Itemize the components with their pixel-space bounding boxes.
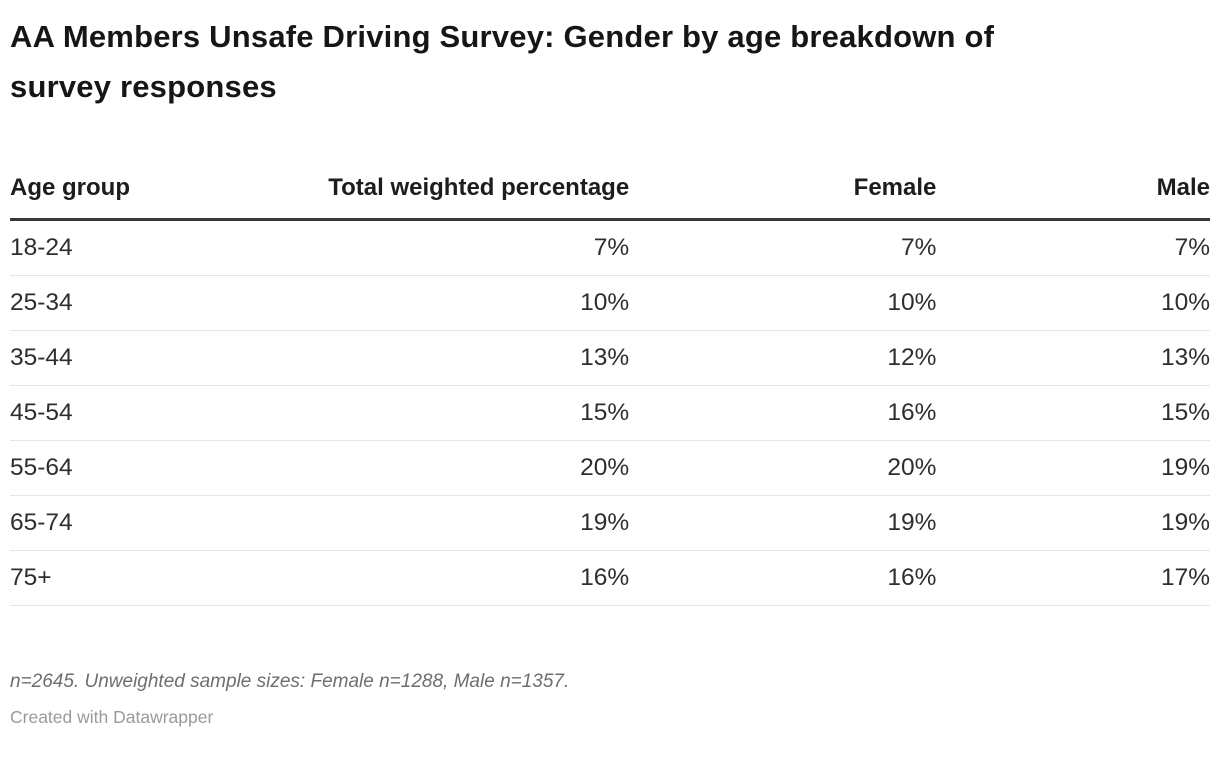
cell-female: 12% <box>629 330 937 386</box>
cell-total: 13% <box>322 330 630 386</box>
cell-total: 15% <box>322 385 630 441</box>
cell-age-group: 25-34 <box>10 275 322 331</box>
cell-total: 20% <box>322 440 630 496</box>
table-row: 35-44 13% 12% 13% <box>10 330 1210 386</box>
table-header-row: Age group Total weighted percentage Fema… <box>10 170 1210 221</box>
table-row: 45-54 15% 16% 15% <box>10 385 1210 441</box>
table-row: 18-24 7% 7% 7% <box>10 219 1210 276</box>
cell-total: 10% <box>322 275 630 331</box>
cell-age-group: 18-24 <box>10 219 322 276</box>
cell-age-group: 45-54 <box>10 385 322 441</box>
chart-title: AA Members Unsafe Driving Survey: Gender… <box>10 19 995 104</box>
cell-female: 16% <box>629 385 937 441</box>
table-row: 75+ 16% 16% 17% <box>10 550 1210 606</box>
cell-male: 19% <box>936 440 1210 496</box>
cell-male: 17% <box>936 550 1210 606</box>
cell-female: 16% <box>629 550 937 606</box>
cell-male: 7% <box>936 219 1210 276</box>
column-header-age-group: Age group <box>10 170 322 221</box>
column-header-male: Male <box>936 170 1210 221</box>
data-table: Age group Total weighted percentage Fema… <box>10 170 1210 606</box>
cell-female: 10% <box>629 275 937 331</box>
cell-female: 7% <box>629 219 937 276</box>
cell-female: 19% <box>629 495 937 551</box>
cell-age-group: 65-74 <box>10 495 322 551</box>
table-row: 55-64 20% 20% 19% <box>10 440 1210 496</box>
cell-total: 19% <box>322 495 630 551</box>
cell-age-group: 35-44 <box>10 330 322 386</box>
column-header-female: Female <box>629 170 937 221</box>
cell-age-group: 55-64 <box>10 440 322 496</box>
cell-age-group: 75+ <box>10 550 322 606</box>
cell-male: 15% <box>936 385 1210 441</box>
footnote: n=2645. Unweighted sample sizes: Female … <box>10 671 570 692</box>
cell-total: 16% <box>322 550 630 606</box>
cell-male: 10% <box>936 275 1210 331</box>
datawrapper-attribution[interactable]: Created with Datawrapper <box>10 707 214 727</box>
column-header-total-weighted-percentage: Total weighted percentage <box>322 170 630 221</box>
cell-male: 19% <box>936 495 1210 551</box>
table-row: 25-34 10% 10% 10% <box>10 275 1210 331</box>
cell-female: 20% <box>629 440 937 496</box>
table-row: 65-74 19% 19% 19% <box>10 495 1210 551</box>
cell-male: 13% <box>936 330 1210 386</box>
cell-total: 7% <box>322 219 630 276</box>
